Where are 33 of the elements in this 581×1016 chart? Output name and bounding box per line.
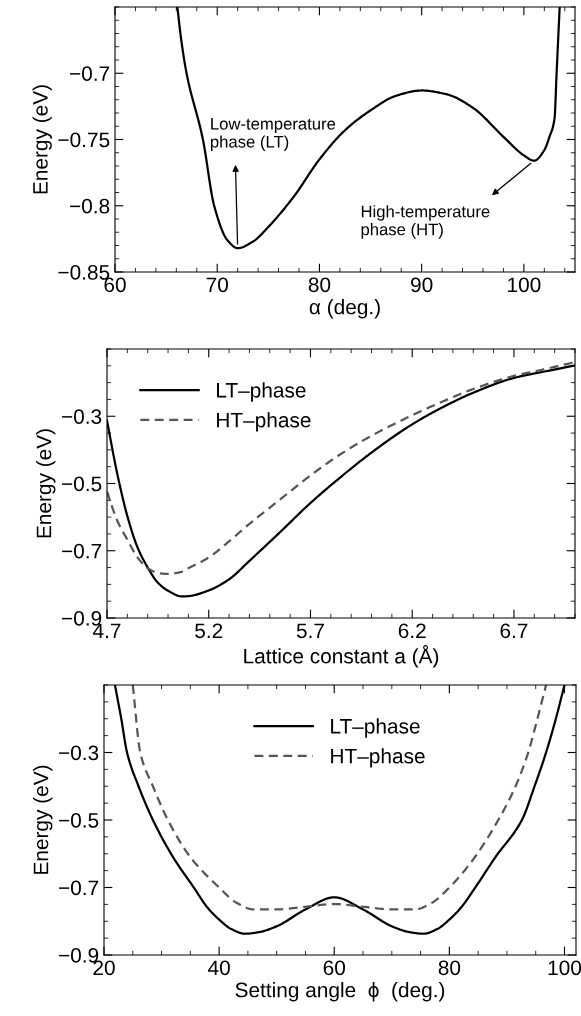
legend-label: LT–phase <box>331 718 420 738</box>
y-tick-label: −0.5 <box>59 813 99 828</box>
y-tick-label: −0.8 <box>70 198 110 214</box>
y-tick-label: −0.75 <box>58 132 110 148</box>
x-tick-label: 70 <box>206 277 228 293</box>
legend-label: HT–phase <box>217 412 311 432</box>
y-axis-title: Energy (eV) <box>32 85 52 194</box>
x-axis-title: α (deg.) <box>309 299 380 319</box>
y-axis-title: Energy (eV) <box>36 429 56 538</box>
x-tick-label: 90 <box>411 277 433 293</box>
x-axis-title: Lattice constant a (Å) <box>244 645 439 668</box>
x-tick-label: 6.2 <box>398 623 426 639</box>
x-tick-label: 100 <box>508 277 541 293</box>
y-tick-label: −0.3 <box>59 745 99 761</box>
x-tick-label: 80 <box>308 277 331 293</box>
x-tick-label: 100 <box>548 960 581 976</box>
y-axis-title: Energy (eV) <box>33 765 53 874</box>
annotation: Low-temperature phase (LT) <box>210 118 336 151</box>
y-tick-label: −0.7 <box>70 66 110 81</box>
legend-label: LT–phase <box>217 382 306 402</box>
y-tick-label: −0.5 <box>62 476 102 492</box>
y-tick-label: −0.7 <box>59 880 99 896</box>
x-tick-label: 60 <box>323 960 346 976</box>
y-tick-label: −0.3 <box>62 409 102 424</box>
x-tick-label: 80 <box>438 960 461 976</box>
x-tick-label: 5.7 <box>296 623 324 639</box>
legend-label: HT–phase <box>331 748 425 768</box>
x-tick-label: 5.2 <box>195 623 223 639</box>
x-tick-label: 6.7 <box>500 623 528 639</box>
annotation: High-temperature phase (HT) <box>361 205 490 239</box>
x-tick-label: 40 <box>208 960 230 976</box>
x-axis-title: Setting angle ϕ (deg.) <box>235 982 445 1002</box>
y-tick-label: −0.7 <box>62 543 102 559</box>
